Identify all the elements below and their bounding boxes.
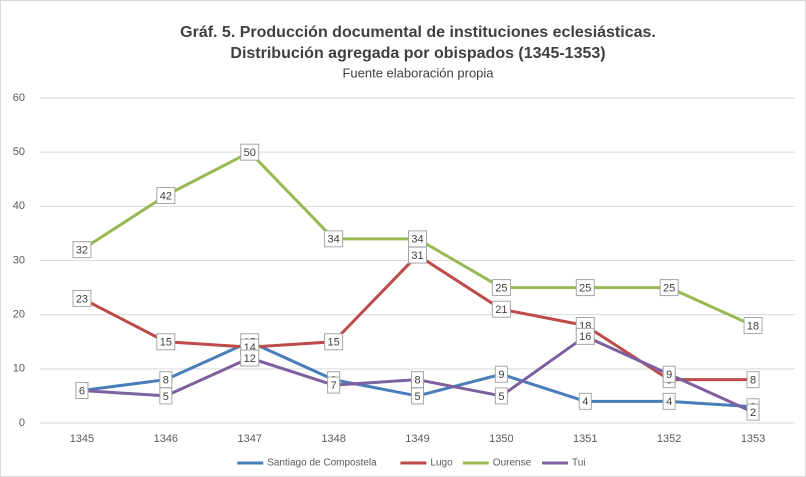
legend-label: Lugo: [430, 458, 453, 469]
data-label: 9: [498, 369, 504, 381]
data-label: 7: [331, 380, 337, 392]
label-box: [575, 327, 595, 345]
x-tick-label: 1350: [489, 433, 513, 445]
label-box: [662, 365, 676, 383]
x-tick-label: 1349: [405, 433, 429, 445]
data-label: 15: [160, 337, 172, 349]
label-box: [240, 143, 260, 161]
chart-title-line2: Distribución agregada por obispados (134…: [230, 45, 605, 62]
x-tick-label: 1352: [657, 433, 681, 445]
data-label: 18: [747, 320, 759, 332]
label-box: [659, 279, 679, 297]
label-box: [156, 187, 176, 204]
data-label: 15: [327, 337, 339, 349]
data-label: 2: [750, 407, 756, 419]
label-box: [494, 365, 508, 383]
data-label: 8: [414, 375, 420, 387]
data-label: 25: [495, 282, 507, 294]
label-box: [324, 333, 344, 351]
label-box: [408, 230, 427, 248]
x-tick-label: 1346: [154, 433, 178, 445]
data-label: 50: [244, 147, 256, 159]
x-tick-label: 1351: [573, 433, 597, 445]
data-label: 4: [582, 396, 588, 408]
label-box: [72, 241, 92, 259]
data-label: 42: [160, 190, 172, 202]
data-label: 5: [163, 391, 169, 403]
data-label: 25: [579, 282, 591, 294]
label-box: [324, 230, 344, 248]
y-tick-label: 0: [19, 417, 25, 429]
y-tick-label: 10: [13, 363, 25, 375]
y-tick-label: 40: [13, 200, 25, 212]
data-label: 8: [750, 375, 756, 387]
data-label: 12: [244, 353, 256, 365]
label-box: [746, 403, 760, 421]
label-box: [156, 333, 176, 351]
data-label: 6: [79, 385, 85, 397]
label-box: [494, 387, 508, 405]
legend-label: Santiago de Compostela: [267, 458, 377, 469]
data-label: 4: [666, 396, 672, 408]
label-box: [159, 387, 173, 405]
label-box: [575, 279, 595, 297]
y-tick-label: 60: [13, 92, 25, 104]
data-label: 23: [76, 293, 88, 305]
x-tick-label: 1345: [70, 433, 94, 445]
chart-title: Gráf. 5. Producción documental de instit…: [180, 24, 656, 41]
label-box: [75, 382, 89, 399]
data-label: 32: [76, 245, 88, 257]
label-box: [578, 392, 592, 410]
x-tick-label: 1348: [321, 433, 345, 445]
label-box: [72, 289, 92, 307]
y-tick-label: 20: [13, 309, 25, 321]
x-tick-label: 1353: [741, 433, 765, 445]
data-label: 25: [663, 282, 675, 294]
data-label: 34: [411, 234, 423, 246]
label-box: [491, 279, 511, 297]
y-tick-label: 50: [13, 146, 25, 158]
data-label: 34: [327, 234, 339, 246]
legend-label: Ourense: [493, 458, 532, 469]
data-label: 8: [163, 375, 169, 387]
label-box: [662, 392, 676, 410]
label-box: [411, 371, 424, 389]
data-label: 31: [411, 250, 423, 262]
data-label: 5: [498, 391, 504, 403]
chart-subtitle: Fuente elaboración propia: [342, 65, 494, 80]
data-label: 5: [414, 391, 420, 403]
label-box: [743, 317, 763, 334]
data-label: 21: [495, 304, 507, 316]
label-box: [240, 349, 260, 367]
data-label: 16: [579, 331, 591, 343]
x-tick-label: 1347: [237, 433, 261, 445]
label-box: [491, 300, 511, 318]
legend-label: Tui: [572, 458, 586, 469]
data-label: 9: [666, 369, 672, 381]
label-box: [327, 376, 341, 394]
y-tick-label: 30: [13, 254, 25, 266]
label-box: [746, 371, 760, 389]
